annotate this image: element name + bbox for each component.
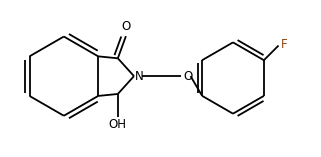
Text: N: N: [135, 70, 144, 83]
Text: OH: OH: [109, 119, 127, 131]
Text: F: F: [281, 38, 287, 51]
Text: O: O: [184, 70, 193, 83]
Text: O: O: [121, 20, 131, 33]
